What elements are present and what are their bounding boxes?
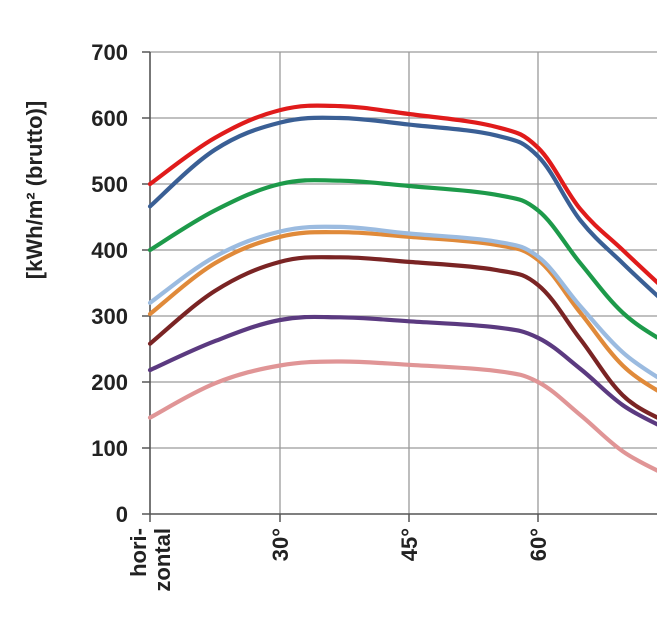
y-tick-label: 300 [91,304,128,329]
x-tick-label: 45° [397,528,422,561]
x-tick-label: vertikal [653,528,657,605]
series-lines [147,103,657,473]
x-tick-label: 60° [526,528,551,561]
series-line [147,314,657,427]
series-line [147,178,657,340]
series-line [147,255,657,420]
y-tick-label: 0 [116,502,128,527]
x-tick-label: zontal [150,528,175,592]
series-line [147,224,657,380]
series-line [147,115,657,299]
series-line [147,230,657,393]
y-tick-label: 200 [91,370,128,395]
series-line [147,359,657,473]
y-tick-label: 700 [91,40,128,65]
x-tick-label: hori- [126,528,151,577]
axes [142,51,657,522]
y-tick-labels: 0 100 200 300 400 500 600 700 [91,40,128,527]
y-tick-label: 500 [91,172,128,197]
y-axis-title: [kWh/m² (brutto)] [22,101,47,279]
x-tick-labels: hori-zontal 30° 45° 60° vertikal [126,528,657,605]
y-tick-label: 600 [91,106,128,131]
x-tick-label: 30° [268,528,293,561]
y-tick-label: 400 [91,238,128,263]
series-line [147,103,657,286]
y-tick-label: 100 [91,436,128,461]
